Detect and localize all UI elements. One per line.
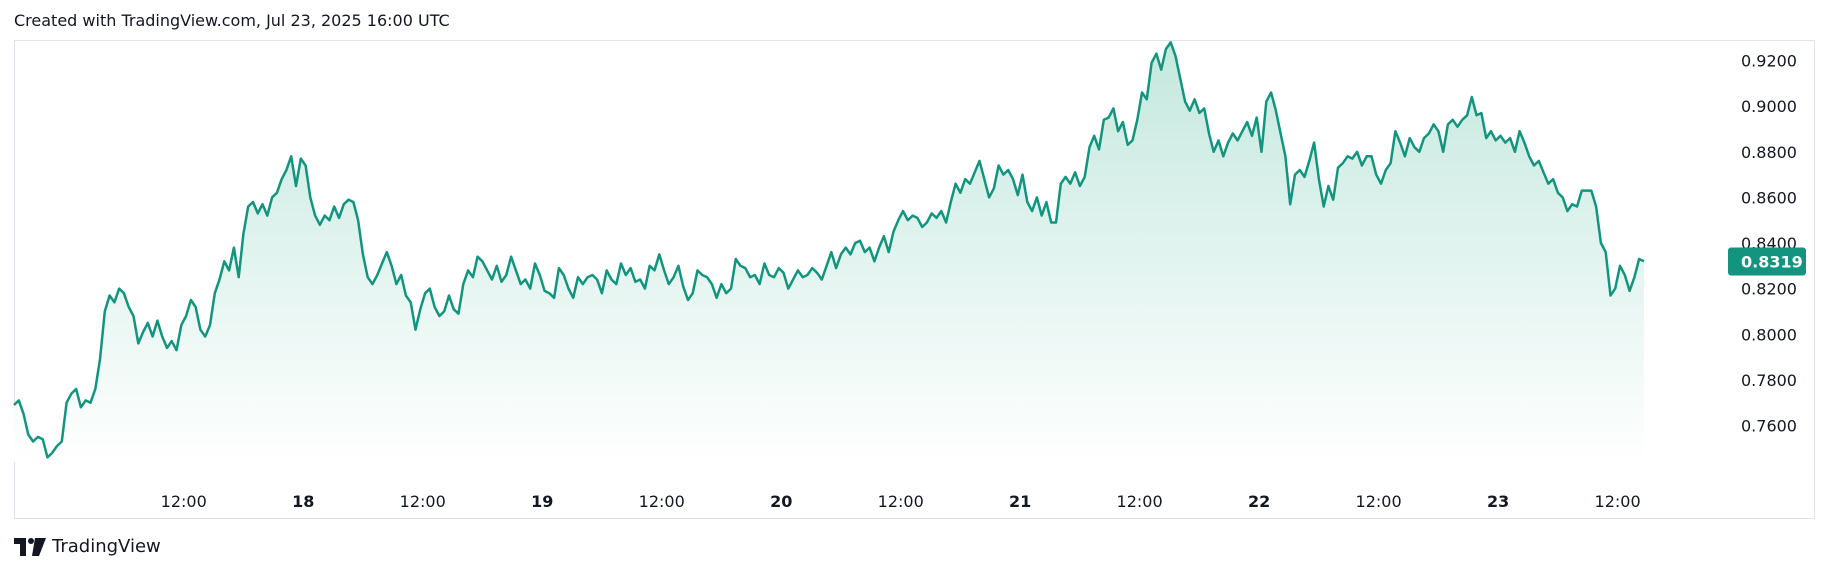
- x-tick-label: 21: [1009, 492, 1031, 511]
- x-tick-label: 23: [1487, 492, 1509, 511]
- y-tick-label: 0.7800: [1741, 371, 1797, 390]
- x-tick-label: 12:00: [639, 492, 685, 511]
- x-tick-label: 22: [1248, 492, 1270, 511]
- chart-frame: [14, 40, 1815, 519]
- y-tick-label: 0.9200: [1741, 52, 1797, 71]
- x-tick-label: 12:00: [878, 492, 924, 511]
- x-tick-label: 12:00: [161, 492, 207, 511]
- brand-name: TradingView: [52, 536, 161, 557]
- last-price-value: 0.8319: [1741, 253, 1803, 272]
- x-tick-label: 12:00: [1595, 492, 1641, 511]
- x-tick-label: 18: [292, 492, 314, 511]
- y-tick-label: 0.9000: [1741, 97, 1797, 116]
- last-price-badge: [1728, 247, 1806, 276]
- x-tick-label: 12:00: [400, 492, 446, 511]
- y-tick-label: 0.8000: [1741, 325, 1797, 344]
- y-tick-label: 0.8600: [1741, 188, 1797, 207]
- y-tick-label: 0.8800: [1741, 143, 1797, 162]
- x-tick-label: 12:00: [1117, 492, 1163, 511]
- tradingview-brand[interactable]: TradingView: [14, 536, 161, 557]
- area-fill: [14, 42, 1644, 463]
- tradingview-logo-icon: [14, 537, 46, 556]
- price-line: [13, 41, 1645, 459]
- y-tick-label: 0.8200: [1741, 280, 1797, 299]
- x-tick-label: 19: [531, 492, 553, 511]
- y-tick-label: 0.7600: [1741, 417, 1797, 436]
- x-tick-label: 20: [770, 492, 792, 511]
- header-caption: Created with TradingView.com, Jul 23, 20…: [14, 11, 450, 30]
- x-tick-label: 12:00: [1356, 492, 1402, 511]
